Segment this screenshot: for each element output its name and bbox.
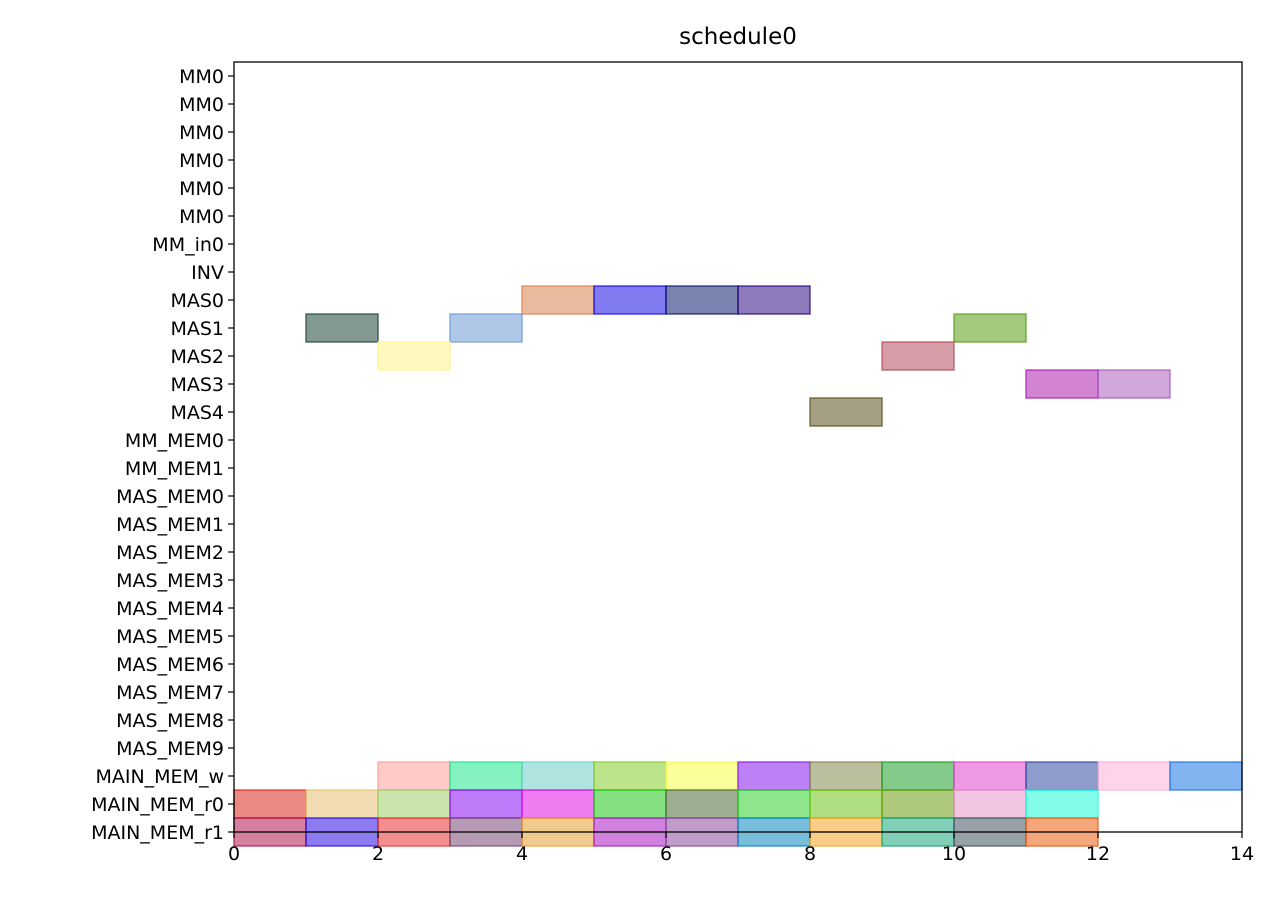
y-tick-label: MAS_MEM0 (116, 486, 224, 508)
task-bar (377, 789, 451, 819)
task-bar (521, 761, 595, 791)
task-bar (449, 761, 523, 791)
task-bar (809, 761, 883, 791)
task-bar (593, 761, 667, 791)
task-bar (881, 761, 955, 791)
y-tick-label: MAS_MEM1 (116, 514, 224, 536)
task-bar (953, 761, 1027, 791)
y-tick-label: MAS_MEM9 (116, 738, 224, 760)
y-tick-label: MM0 (179, 178, 224, 200)
task-bar (593, 285, 667, 315)
chart-title: schedule0 (679, 24, 797, 50)
y-tick-label: MAS_MEM5 (116, 626, 224, 648)
task-bar (1025, 761, 1099, 791)
y-tick-label: MAS3 (170, 374, 224, 396)
x-tick-label: 10 (942, 843, 966, 865)
task-bar (665, 285, 739, 315)
plot-frame (233, 61, 1243, 833)
task-bar (809, 789, 883, 819)
task-bar (593, 789, 667, 819)
task-bar (377, 761, 451, 791)
x-tick-label: 6 (660, 843, 672, 865)
task-bar (449, 313, 523, 343)
task-bar (1025, 789, 1099, 819)
x-axis-ticks: 0 2 4 6 8 10 12 14 (228, 832, 1254, 865)
task-bar (737, 761, 811, 791)
task-bar (1097, 369, 1171, 399)
task-bar (1169, 761, 1243, 791)
y-tick-label: MM0 (179, 94, 224, 116)
y-tick-label: MM0 (179, 206, 224, 228)
task-bar (737, 285, 811, 315)
y-tick-label: MM0 (179, 150, 224, 172)
task-bar (305, 789, 379, 819)
x-tick-label: 8 (804, 843, 816, 865)
task-bar (521, 285, 595, 315)
y-tick-label: MAIN_MEM_r0 (91, 794, 224, 816)
x-tick-label: 2 (372, 843, 384, 865)
task-bar (665, 789, 739, 819)
task-bar (1025, 369, 1099, 399)
y-tick-label: MAS4 (170, 402, 224, 424)
y-tick-label: MAS2 (170, 346, 224, 368)
y-axis-ticks: MM0 MM0 MM0 MM0 MM0 MM0 MM_in0 INV MAS0 MAS1 MAS2 M… (91, 66, 234, 844)
task-bar (953, 313, 1027, 343)
y-tick-label: MM0 (179, 66, 224, 88)
task-bar (377, 341, 451, 371)
y-tick-label: MAS1 (170, 318, 224, 340)
task-bar (233, 789, 307, 819)
y-tick-label: MAS_MEM6 (116, 654, 224, 676)
y-tick-label: MAS_MEM7 (116, 682, 224, 704)
task-bar (449, 789, 523, 819)
y-tick-label: MM_in0 (152, 234, 224, 256)
task-bar (809, 397, 883, 427)
task-bar (881, 789, 955, 819)
y-tick-label: MAIN_MEM_w (95, 766, 224, 788)
task-bar (737, 789, 811, 819)
task-bar (521, 789, 595, 819)
task-bar (665, 761, 739, 791)
task-bar (1097, 761, 1171, 791)
y-tick-label: MAS_MEM3 (116, 570, 224, 592)
y-tick-label: MAS_MEM4 (116, 598, 224, 620)
y-tick-label: MM_MEM1 (125, 458, 224, 480)
x-tick-label: 12 (1086, 843, 1110, 865)
x-tick-label: 0 (228, 843, 240, 865)
y-tick-label: MAS0 (170, 290, 224, 312)
y-tick-label: MAS_MEM8 (116, 710, 224, 732)
y-tick-label: MM_MEM0 (125, 430, 224, 452)
y-tick-label: MAIN_MEM_r1 (91, 822, 224, 844)
task-bar (953, 789, 1027, 819)
y-tick-label: MM0 (179, 122, 224, 144)
y-tick-label: INV (191, 262, 224, 284)
task-bar (305, 313, 379, 343)
task-bar (881, 341, 955, 371)
y-tick-label: MAS_MEM2 (116, 542, 224, 564)
task-bars (233, 285, 1243, 847)
x-tick-label: 4 (516, 843, 528, 865)
x-tick-label: 14 (1230, 843, 1254, 865)
